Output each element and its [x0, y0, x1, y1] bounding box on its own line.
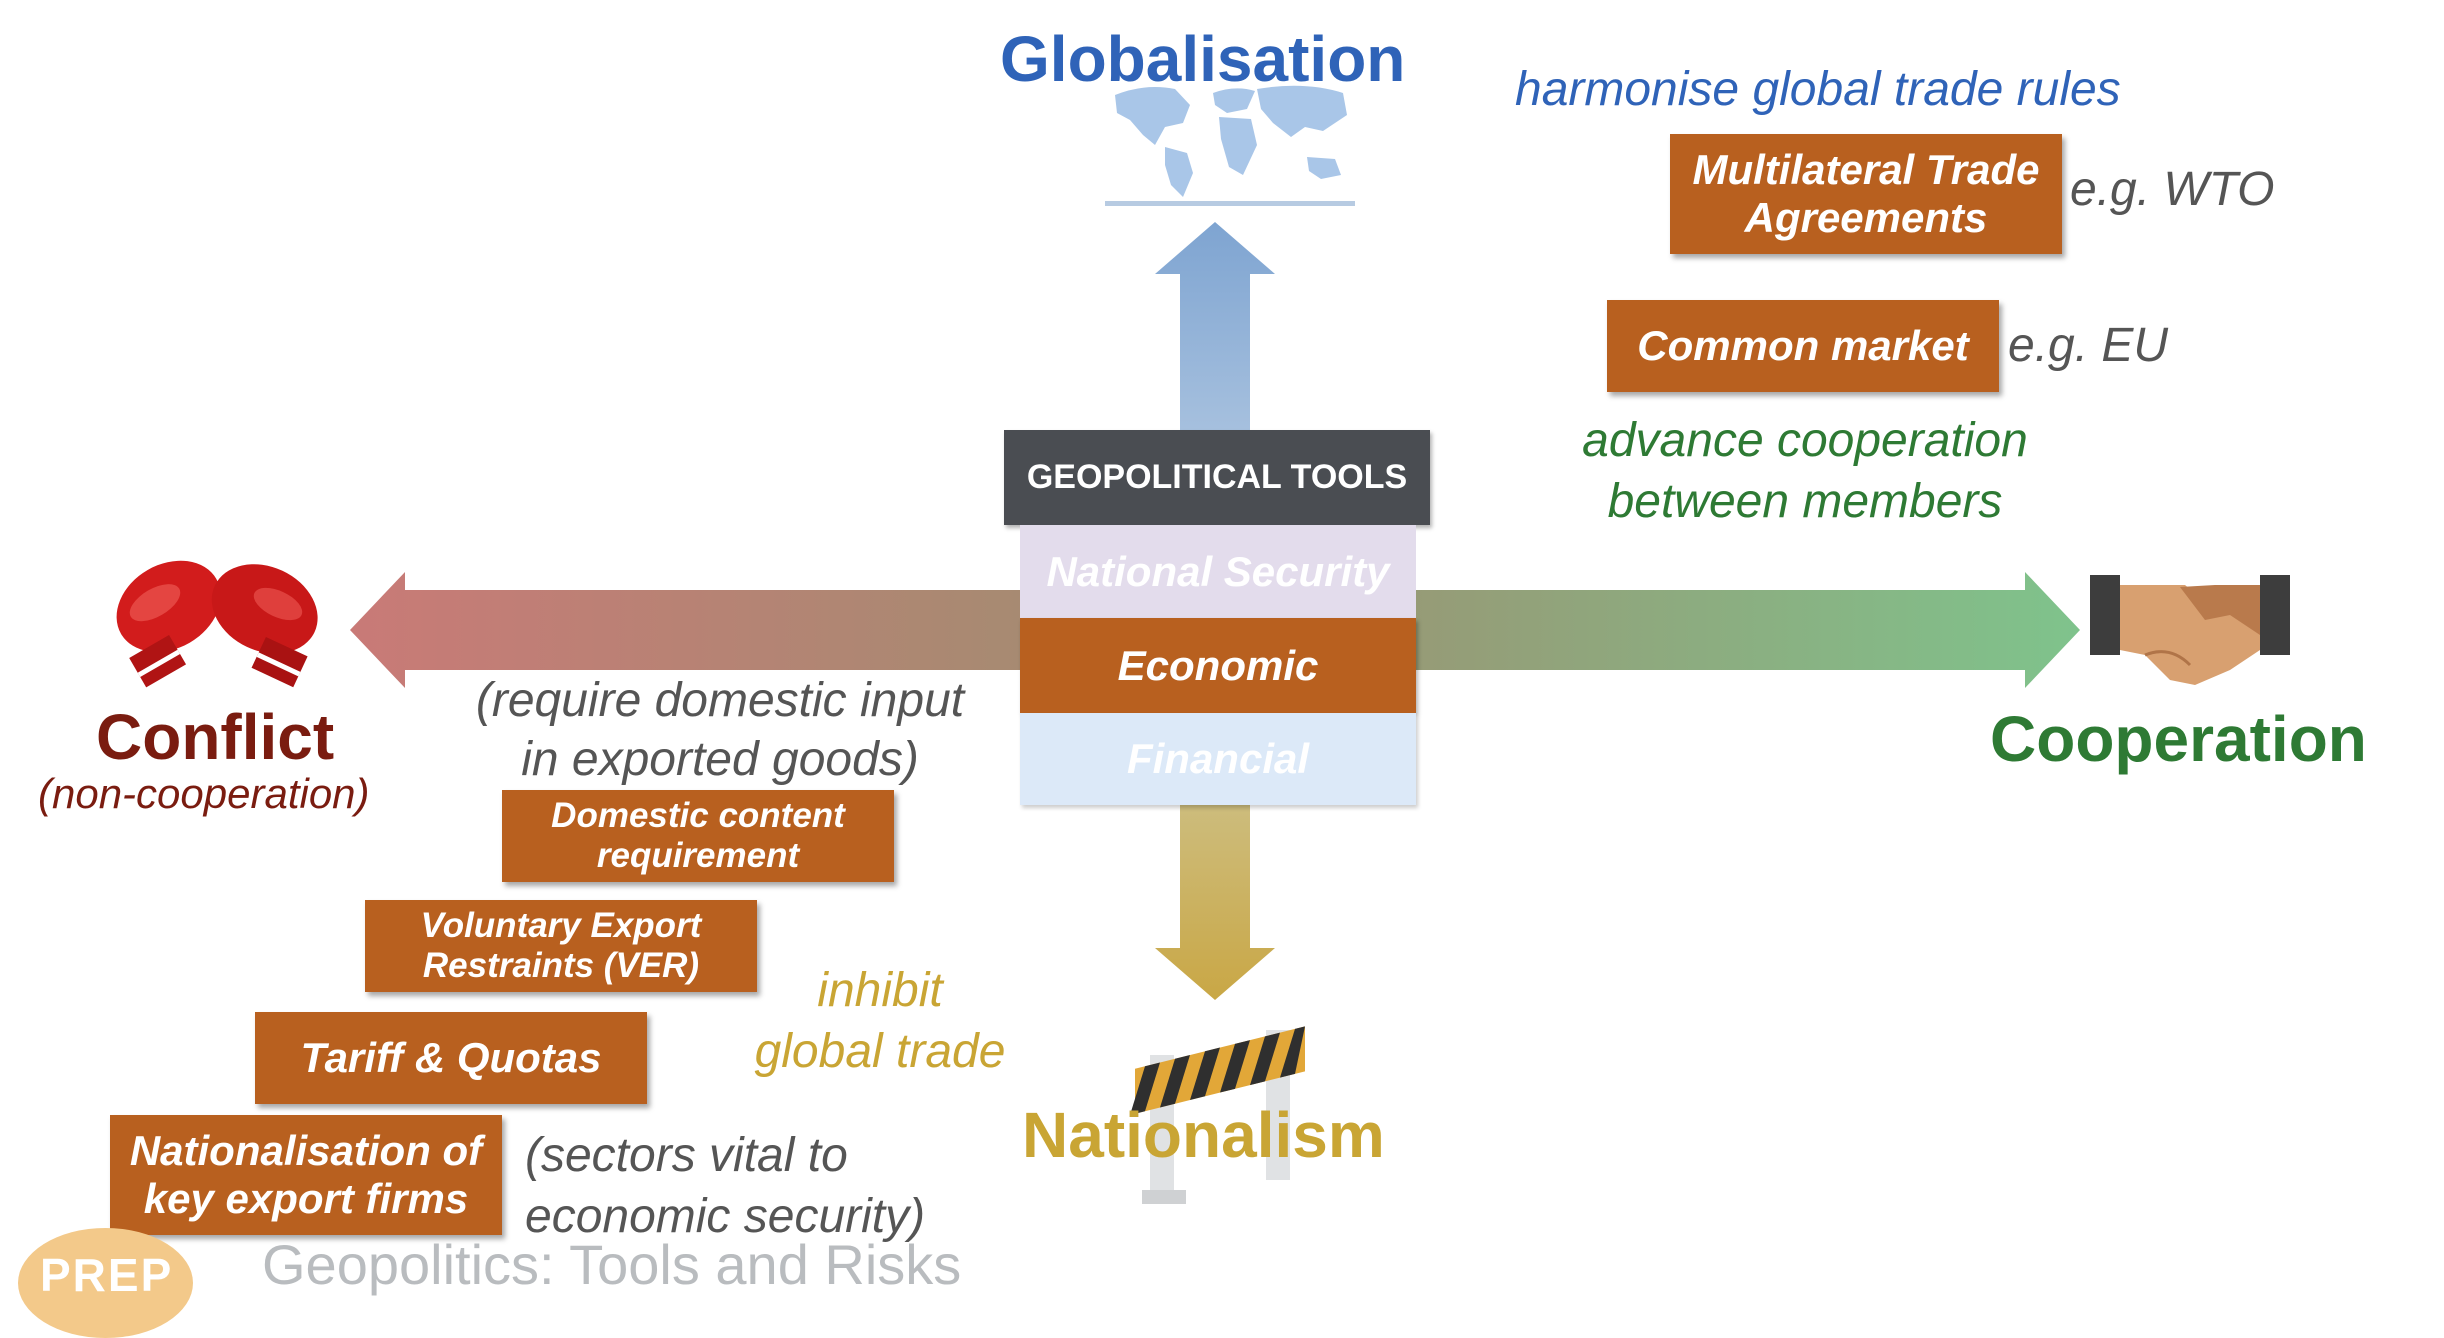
note-line: (require domestic input — [475, 674, 965, 727]
tool-financial: Financial — [1020, 713, 1416, 805]
prep-logo-icon: PREP — [18, 1228, 193, 1338]
box-common-market: Common market — [1607, 300, 1999, 392]
box-domestic-content-requirement: Domestic content requirement — [502, 790, 894, 882]
conflict-title: Conflict — [96, 701, 335, 773]
note-line: inhibit — [817, 964, 943, 1017]
box-multilateral-trade-agreements: Multilateral Trade Agreements — [1670, 134, 2062, 254]
note-line: between members — [1607, 475, 2003, 529]
box-line: Restraints (VER) — [422, 946, 700, 985]
nationalism-title: Nationalism — [1022, 1099, 1385, 1171]
note-line: advance cooperation — [1582, 414, 2028, 467]
box-nationalisation-key-export-firms: Nationalisation of key export firms — [110, 1115, 502, 1235]
note-harmonise: harmonise global trade rules — [1515, 63, 2121, 116]
box-line: key export firms — [143, 1175, 469, 1222]
note-line: (sectors vital to — [525, 1129, 848, 1182]
note-line: economic security) — [525, 1190, 926, 1244]
road-barrier-icon — [1130, 1026, 1305, 1204]
eg-wto: e.g. WTO — [2070, 163, 2275, 216]
box-line: Multilateral Trade — [1692, 145, 2040, 193]
tool-national-security: National Security — [1020, 525, 1416, 618]
handshake-icon — [2090, 575, 2290, 685]
vertical-arrow-up — [1155, 222, 1275, 432]
conflict-subtitle: (non-cooperation) — [38, 770, 370, 817]
box-voluntary-export-restraints: Voluntary Export Restraints (VER) — [365, 900, 757, 992]
box-line: requirement — [596, 836, 800, 875]
box-line: Nationalisation of — [129, 1126, 483, 1174]
boxing-gloves-icon — [116, 560, 318, 688]
note-advance-cooperation: advance cooperation between members — [1515, 410, 2095, 533]
tool-economic: Economic — [1020, 618, 1416, 713]
box-line: Voluntary Export — [420, 905, 702, 945]
note-sectors-vital: (sectors vital to economic security) — [525, 1125, 925, 1248]
eg-eu: e.g. EU — [2008, 319, 2169, 372]
vertical-arrow-down — [1155, 800, 1275, 1000]
box-line: Domestic content — [551, 795, 845, 835]
note-line: in exported goods) — [521, 732, 919, 786]
note-inhibit-global-trade: inhibit global trade — [720, 960, 1040, 1083]
box-line: Agreements — [1744, 194, 1988, 241]
box-tariff-quotas: Tariff & Quotas — [255, 1012, 647, 1104]
note-line: global trade — [754, 1025, 1006, 1079]
world-map-icon — [1105, 85, 1355, 206]
note-domestic-input: (require domestic input in exported good… — [440, 672, 1000, 789]
prep-logo-text: PREP — [40, 1249, 174, 1301]
footer-title: Geopolitics: Tools and Risks — [262, 1233, 962, 1296]
geopolitical-tools-header: GEOPOLITICAL TOOLS — [1004, 430, 1430, 525]
cooperation-title: Cooperation — [1990, 703, 2367, 775]
globalisation-title: Globalisation — [1000, 23, 1406, 95]
